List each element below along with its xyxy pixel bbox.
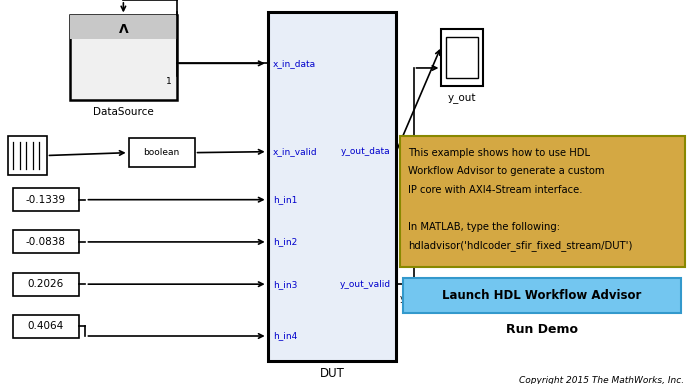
Text: x_in_valid: x_in_valid [273, 147, 318, 156]
Text: DUT: DUT [320, 367, 344, 380]
Text: boolean: boolean [143, 148, 180, 157]
Text: DataSource: DataSource [93, 107, 154, 117]
Bar [8, 136, 47, 175]
Bar [446, 38, 478, 78]
Text: h_in3: h_in3 [273, 280, 297, 289]
Bar [70, 15, 177, 100]
Text: 1: 1 [166, 77, 172, 86]
Text: -0.0838: -0.0838 [26, 237, 65, 247]
Bar [441, 29, 483, 86]
Text: Λ: Λ [119, 23, 128, 36]
Text: 0.2026: 0.2026 [27, 279, 64, 289]
Bar [403, 278, 681, 313]
Text: y_out_valid: y_out_valid [400, 294, 451, 303]
Text: Launch HDL Workflow Advisor: Launch HDL Workflow Advisor [443, 289, 641, 302]
Text: hdladvisor('hdlcoder_sfir_fixed_stream/DUT'): hdladvisor('hdlcoder_sfir_fixed_stream/D… [408, 240, 632, 251]
Text: Run Demo: Run Demo [506, 323, 578, 336]
Bar [129, 138, 195, 167]
Bar [13, 230, 79, 253]
Text: Copyright 2015 The MathWorks, Inc.: Copyright 2015 The MathWorks, Inc. [519, 376, 685, 384]
Text: y_out_valid: y_out_valid [339, 280, 391, 289]
Text: IP core with AXI4-Stream interface.: IP core with AXI4-Stream interface. [408, 185, 582, 195]
Text: This example shows how to use HDL: This example shows how to use HDL [408, 148, 590, 158]
Text: Workflow Advisor to generate a custom: Workflow Advisor to generate a custom [408, 166, 605, 176]
Text: y_out_data: y_out_data [341, 147, 391, 156]
Bar [13, 273, 79, 296]
Text: y_out_data: y_out_data [400, 161, 449, 170]
Text: 0.4064: 0.4064 [27, 321, 64, 331]
Text: y_out: y_out [448, 94, 477, 104]
Text: h_in4: h_in4 [273, 331, 297, 341]
Bar [70, 15, 177, 39]
Bar [268, 12, 396, 361]
Text: In MATLAB, type the following:: In MATLAB, type the following: [408, 222, 560, 232]
Text: h_in2: h_in2 [273, 237, 297, 247]
Text: h_in1: h_in1 [273, 195, 297, 204]
Bar [13, 188, 79, 211]
Text: -0.1339: -0.1339 [26, 195, 65, 205]
Bar [13, 315, 79, 338]
Text: x_in_data: x_in_data [273, 59, 316, 68]
Bar [400, 136, 685, 267]
